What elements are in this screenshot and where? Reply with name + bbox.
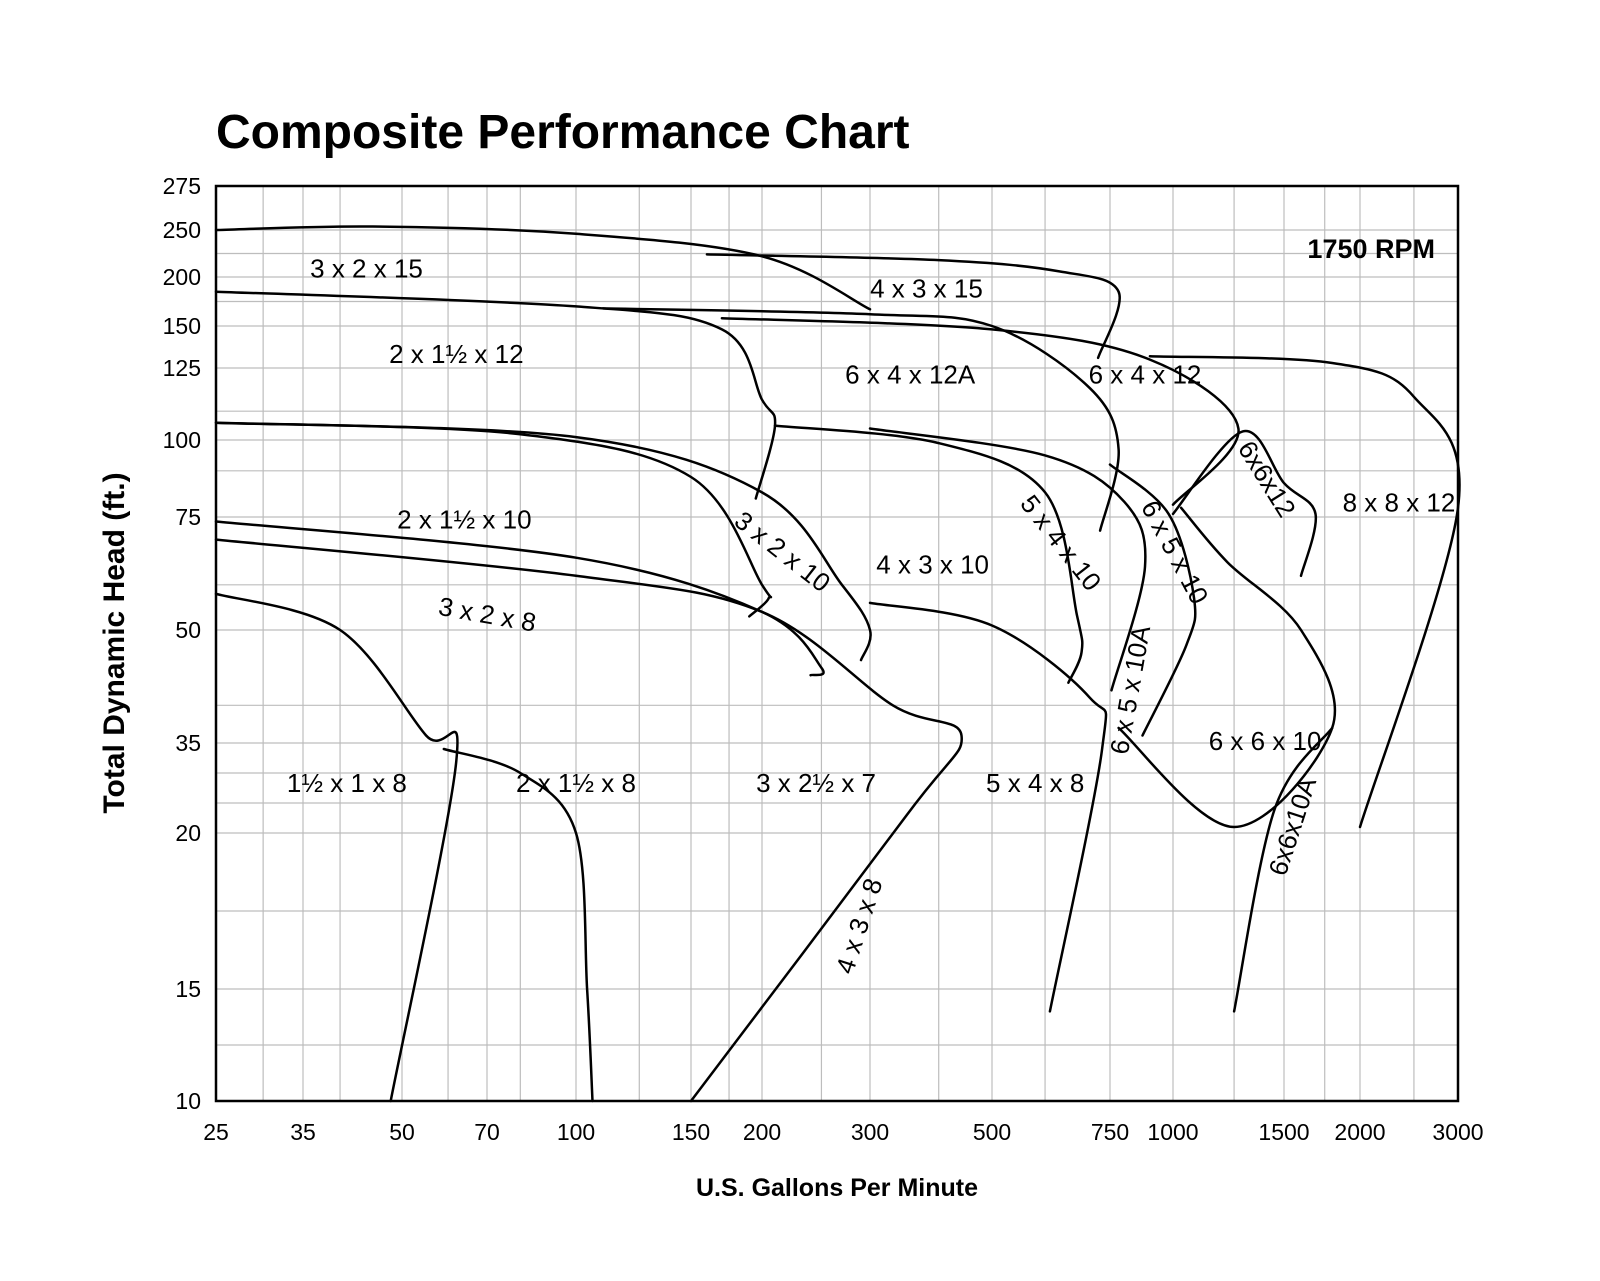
x-tick-label: 1000: [1147, 1119, 1198, 1145]
chart-title: Composite Performance Chart: [216, 106, 910, 159]
series-label-1-x-1-x-8: 1½ x 1 x 8: [287, 768, 407, 798]
x-tick-label: 35: [290, 1119, 316, 1145]
x-tick-label: 2000: [1334, 1119, 1385, 1145]
rpm-annotation: 1750 RPM: [1307, 234, 1435, 264]
series-label-6-x-6-x-10: 6 x 6 x 10: [1209, 726, 1322, 756]
y-tick-label: 15: [175, 976, 201, 1002]
series-label-4-x-3-x-10: 4 x 3 x 10: [876, 550, 989, 580]
x-tick-label: 50: [389, 1119, 415, 1145]
y-tick-label: 250: [163, 217, 201, 243]
x-tick-labels: 25 35 50 70 100 150 200 300 500 750 1000 1500 2000 30…: [203, 1119, 1483, 1145]
series-label-6x6x12: 6x6x12: [1232, 435, 1302, 522]
curve-4-x-3-x-15: [705, 253, 1121, 360]
y-tick-label: 125: [163, 355, 201, 381]
series-label-6x6x10a: 6x6x10A: [1262, 773, 1322, 879]
series-label-2-x-1-x-10: 2 x 1½ x 10: [397, 504, 531, 534]
y-tick-label: 20: [175, 820, 201, 846]
curve-5-x-4-x-10: [868, 427, 1147, 692]
y-tick-label: 35: [175, 730, 201, 756]
curve-3-x-2-x-15: [214, 225, 872, 311]
x-tick-label: 1500: [1258, 1119, 1309, 1145]
curve-8-x-8-x-12: [1148, 354, 1461, 829]
x-tick-label: 200: [743, 1119, 781, 1145]
series-label-2-x-1-x-12: 2 x 1½ x 12: [389, 339, 523, 369]
y-tick-label: 150: [163, 313, 201, 339]
curve-3-x-2-x-7: [214, 538, 964, 1103]
series-label-6-x-4-x-12: 6 x 4 x 12: [1089, 360, 1202, 390]
x-tick-label: 750: [1091, 1119, 1129, 1145]
series-label-8-x-8-x-12: 8 x 8 x 12: [1343, 488, 1456, 518]
series-label-4-x-3-x-8: 4 x 3 x 8: [829, 875, 888, 978]
y-tick-label: 100: [163, 427, 201, 453]
series-label-5-x-4-x-10: 5 x 4 x 10: [1014, 489, 1107, 596]
y-tick-label: 275: [163, 173, 201, 199]
curve-5-x-4-x-8: [868, 601, 1108, 1013]
x-tick-label: 150: [672, 1119, 710, 1145]
x-tick-label: 300: [851, 1119, 889, 1145]
plot-frame: [214, 184, 1460, 1103]
x-tick-label: 3000: [1432, 1119, 1483, 1145]
x-axis-label: U.S. Gallons Per Minute: [696, 1174, 978, 1202]
curve-1-x-1-x-8: [214, 592, 459, 1103]
y-tick-label: 75: [175, 504, 201, 530]
series-label-3-x-2-x-7: 3 x 2½ x 7: [756, 768, 876, 798]
curve-2-x-1-x-8: [442, 747, 594, 1103]
series-labels: 3 x 2 x 15 4 x 3 x 15 2 x 1½ x 12 6 x 4 x 1…: [287, 253, 1455, 977]
curve-6-x-5-x-10: [1108, 463, 1197, 737]
series-label-3-x-2-x-15: 3 x 2 x 15: [310, 253, 423, 283]
curve-6x6x10a: [1232, 726, 1334, 1013]
curve-6x6x12: [1171, 429, 1318, 578]
y-tick-label: 50: [175, 617, 201, 643]
x-tick-label: 500: [973, 1119, 1011, 1145]
y-tick-labels: 10 15 20 35 50 75 100 125 150 200 250 275: [163, 173, 201, 1114]
curve-4-x-3-x-10: [773, 424, 1084, 684]
y-tick-label: 200: [163, 264, 201, 290]
curve-6-x-4-x-12a: [601, 307, 1120, 532]
series-label-5-x-4-x-8: 5 x 4 x 8: [986, 768, 1084, 798]
x-tick-label: 25: [203, 1119, 229, 1145]
series-label-2-x-1-x-8: 2 x 1½ x 8: [516, 768, 636, 798]
y-tick-label: 10: [175, 1088, 201, 1114]
y-axis-label: Total Dynamic Head (ft.): [98, 472, 131, 813]
series-label-6-x-4-x-12a: 6 x 4 x 12A: [845, 360, 976, 390]
grid: [215, 185, 1459, 1102]
curve-6-x-4-x-12: [720, 316, 1240, 506]
x-tick-label: 100: [557, 1119, 595, 1145]
series-label-4-x-3-x-15: 4 x 3 x 15: [870, 274, 983, 304]
curve-3-x-2-x-10: [214, 421, 872, 662]
curves: [214, 225, 1461, 1103]
x-tick-label: 70: [474, 1119, 500, 1145]
curve-3-x-2-x-8: [214, 520, 825, 677]
curve-6-x-6-x-10: [1117, 506, 1337, 829]
